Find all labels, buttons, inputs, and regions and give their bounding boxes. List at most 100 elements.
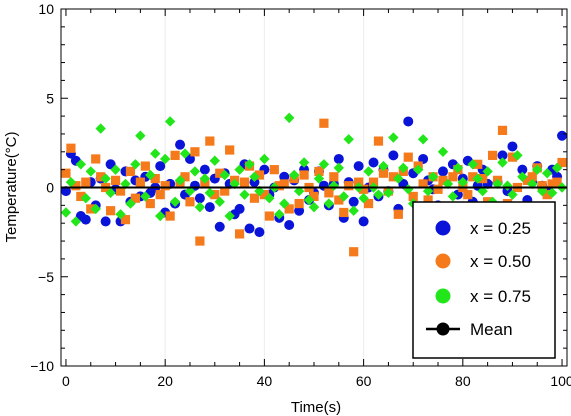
data-point-series-2 [130, 193, 141, 203]
data-point-series-3 [383, 187, 394, 199]
data-point-series-2 [309, 191, 319, 202]
data-point-series-2 [507, 152, 518, 162]
data-point-series-2 [71, 181, 81, 191]
data-point-series-3 [288, 169, 300, 181]
data-point-series-3 [512, 150, 523, 161]
y-tick-label: −10 [30, 358, 54, 374]
data-point-series-1 [204, 202, 215, 213]
data-point-series-3 [298, 157, 310, 168]
data-point-series-3 [174, 175, 186, 186]
legend: x = 0.25 x = 0.50 x = 0.75 Mean [412, 201, 556, 359]
data-point-series-1 [358, 216, 369, 227]
data-point-series-2 [185, 197, 195, 207]
data-point-series-3 [204, 187, 216, 199]
data-point-series-2 [552, 177, 562, 187]
data-point-series-3 [338, 191, 349, 202]
data-point-series-2 [334, 195, 344, 205]
data-point-series-3 [239, 189, 250, 200]
data-point-series-3 [472, 173, 483, 184]
data-point-series-3 [264, 193, 275, 204]
data-point-series-3 [259, 153, 270, 165]
data-point-series-2 [463, 190, 473, 200]
data-point-series-1 [175, 139, 186, 150]
data-point-series-3 [244, 159, 255, 170]
data-point-series-2 [259, 190, 269, 200]
x-tick-label: 0 [62, 373, 70, 389]
data-point-series-2 [373, 136, 384, 146]
data-point-series-2 [249, 193, 260, 203]
data-point-series-2 [96, 172, 106, 182]
data-point-series-3 [150, 148, 161, 159]
data-point-series-2 [487, 150, 498, 160]
data-point-series-1 [234, 203, 245, 214]
data-point-series-3 [224, 210, 235, 222]
data-point-series-2 [294, 198, 304, 209]
data-point-series-1 [254, 227, 265, 238]
data-point-series-2 [279, 179, 289, 189]
data-point-series-1 [249, 177, 260, 188]
data-point-series-2 [215, 168, 225, 178]
data-point-series-3 [358, 193, 369, 204]
data-point-series-3 [482, 166, 493, 177]
data-point-series-2 [363, 198, 374, 209]
data-point-series-2 [418, 179, 428, 189]
y-tick-label: 5 [46, 90, 54, 106]
data-point-series-2 [140, 161, 150, 171]
data-point-series-3 [546, 187, 558, 199]
data-point-series-2 [135, 177, 145, 187]
data-point-series-2 [145, 198, 155, 209]
data-point-series-3 [145, 169, 156, 181]
data-point-series-3 [363, 166, 374, 177]
data-point-series-3 [194, 201, 206, 213]
data-point-series-2 [269, 165, 279, 175]
data-marks [60, 112, 568, 257]
data-point-series-2 [423, 195, 433, 205]
data-point-series-2 [106, 206, 116, 216]
data-point-series-3 [70, 216, 82, 227]
data-point-series-2 [205, 136, 215, 146]
data-point-series-1 [418, 153, 429, 164]
x-tick-label: 40 [257, 373, 273, 389]
data-point-series-2 [468, 172, 478, 182]
data-point-series-3 [234, 164, 245, 175]
data-point-series-3 [95, 123, 106, 134]
data-point-series-1 [199, 164, 210, 175]
x-tick-label: 100 [550, 373, 571, 389]
data-point-series-2 [170, 150, 180, 160]
data-point-series-2 [388, 172, 398, 182]
data-point-series-2 [522, 175, 532, 185]
data-point-series-2 [314, 166, 324, 177]
data-point-series-3 [164, 116, 176, 127]
data-point-series-3 [249, 171, 260, 182]
data-point-series-1 [194, 193, 205, 204]
data-point-series-2 [359, 184, 369, 194]
data-point-series-3 [447, 191, 459, 202]
data-point-series-3 [437, 146, 449, 157]
legend-swatch [435, 220, 451, 236]
data-point-series-3 [60, 207, 72, 218]
data-point-series-2 [393, 209, 403, 219]
data-point-series-1 [497, 150, 508, 161]
legend-swatch [435, 288, 451, 304]
data-point-series-2 [299, 170, 309, 180]
data-point-series-1 [244, 223, 255, 234]
data-point-series-3 [85, 166, 96, 177]
data-point-series-3 [457, 176, 469, 188]
legend-label: x = 0.50 [470, 252, 531, 271]
data-point-series-3 [115, 209, 126, 220]
data-point-series-2 [210, 190, 220, 200]
data-point-series-2 [120, 215, 131, 225]
data-point-series-1 [214, 221, 225, 232]
data-point-series-3 [110, 164, 121, 175]
data-point-series-3 [209, 155, 220, 166]
data-point-series-3 [388, 132, 399, 143]
x-tick-label: 80 [455, 373, 471, 389]
data-point-series-2 [160, 181, 170, 191]
legend-swatch [435, 253, 451, 269]
data-point-series-1 [279, 171, 290, 182]
data-point-series-1 [100, 216, 111, 227]
data-point-series-2 [115, 186, 126, 196]
x-tick-label: 60 [356, 373, 372, 389]
data-point-series-3 [412, 164, 424, 175]
data-point-series-2 [403, 152, 413, 162]
